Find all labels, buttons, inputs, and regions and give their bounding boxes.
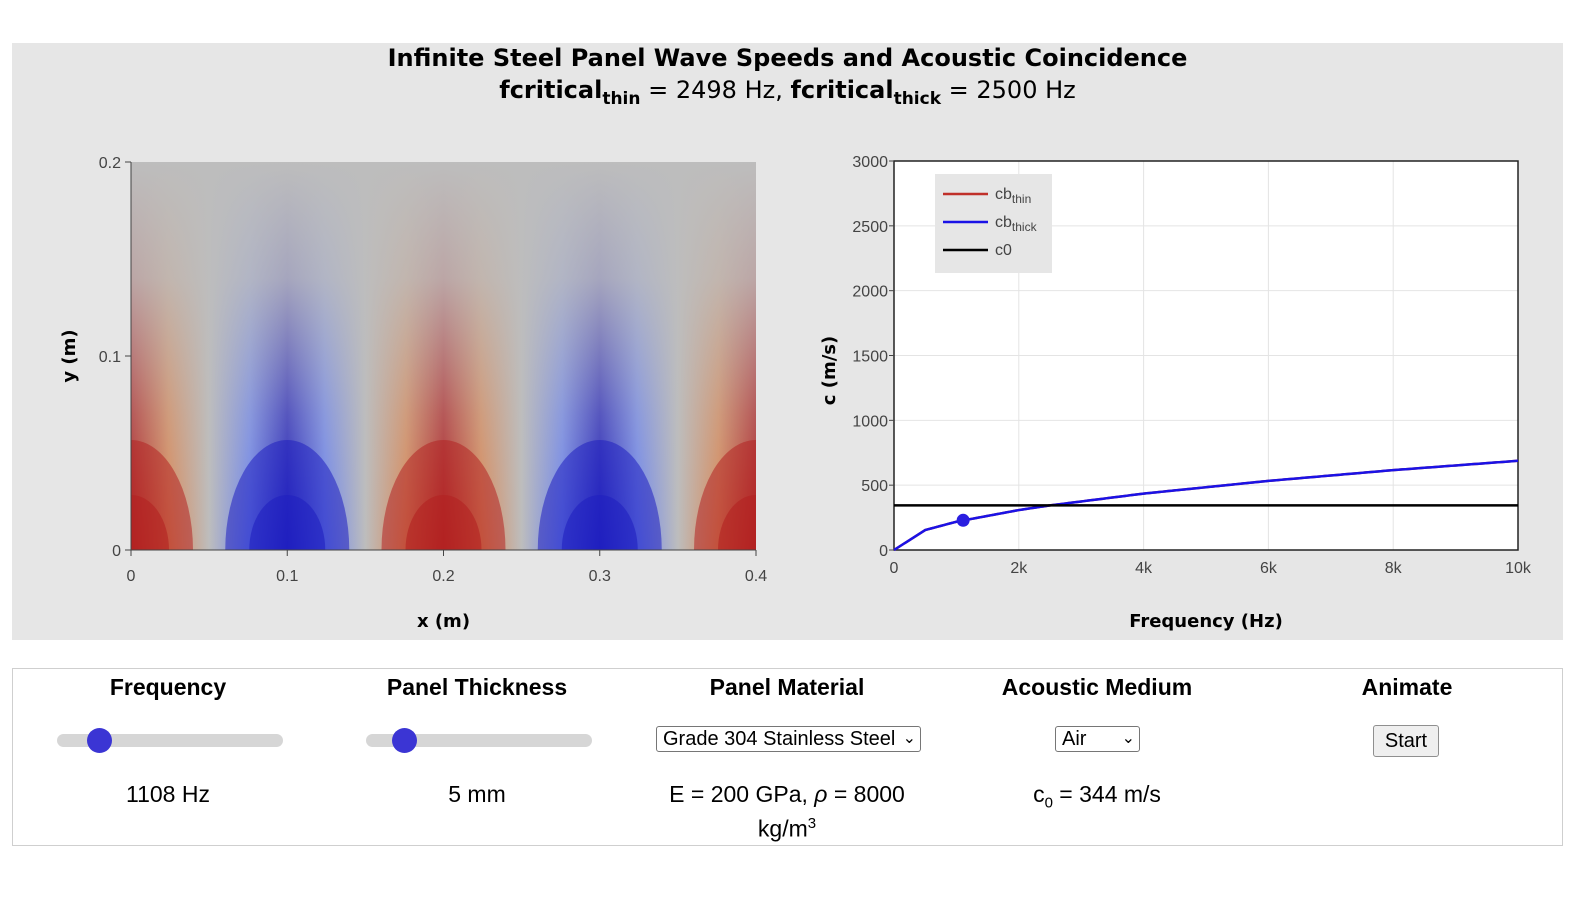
legend-background [935, 174, 1052, 273]
plot-title: Infinite Steel Panel Wave Speeds and Aco… [387, 44, 1188, 72]
controls-panel: Frequency 1108 Hz Panel Thickness 5 mm P… [12, 668, 1563, 846]
line-y-tick-label: 1500 [852, 349, 888, 366]
heatmap-x-tick-label: 0.1 [276, 568, 298, 585]
line-x-tick-label: 2k [1010, 560, 1028, 577]
heatmap-x-tick-label: 0.3 [589, 568, 611, 585]
material-density: = 8000 [827, 781, 905, 807]
thickness-value: 5 mm [448, 781, 506, 807]
frequency-control: Frequency 1108 Hz [13, 669, 323, 845]
legend-label: cbthin [995, 186, 1031, 206]
thickness-control: Panel Thickness 5 mm [322, 669, 632, 845]
fcritical-thin-label: fcritical [499, 76, 603, 104]
rho-symbol: ρ [814, 781, 828, 807]
medium-label: Acoustic Medium [1001, 674, 1193, 700]
material-select-value: Grade 304 Stainless Steel [663, 728, 896, 750]
animate-control: Animate [1252, 669, 1562, 845]
animate-label: Animate [1361, 674, 1453, 700]
density-unit-exponent: 3 [807, 815, 817, 832]
medium-select[interactable]: Air ⌄ [1055, 726, 1140, 752]
thickness-label: Panel Thickness [386, 674, 568, 700]
material-label: Panel Material [709, 674, 865, 700]
heatmap-lobe-core [561, 495, 638, 550]
sound-speed-value: c0 = 344 m/s [942, 780, 1252, 818]
thickness-slider[interactable] [366, 728, 592, 753]
heatmap-y-tick-label: 0.2 [99, 155, 121, 172]
frequency-slider-thumb[interactable] [87, 728, 113, 753]
heatmap-x-axis-title: x (m) [417, 611, 470, 632]
material-control: Panel Material Grade 304 Stainless Steel… [632, 669, 942, 845]
fcritical-thin-value: = 2498 Hz, [640, 76, 791, 104]
frequency-marker-point [956, 513, 970, 527]
line-y-tick-label: 500 [861, 478, 888, 495]
heatmap-lobe-core [405, 495, 482, 550]
line-y-tick-label: 2000 [852, 284, 888, 301]
heatmap-x-tick-label: 0.4 [745, 568, 767, 585]
frequency-value: 1108 Hz [126, 781, 210, 807]
heatmap-x-tick-label: 0.2 [432, 568, 454, 585]
line-x-tick-label: 10k [1505, 560, 1532, 577]
heatmap-lobe-core [718, 495, 756, 550]
heatmap-lobe-core [131, 495, 169, 550]
material-properties: E = 200 GPa, ρ = 8000 kg/m3 [632, 780, 942, 844]
fcritical-thick-sub: thick [893, 88, 942, 109]
heatmap-y-tick-label: 0 [112, 543, 121, 560]
line-x-tick-label: 4k [1135, 560, 1153, 577]
heatmap-y-axis-title: y (m) [59, 329, 80, 382]
line-y-tick-label: 0 [879, 543, 888, 560]
fcritical-thick-value: = 2500 Hz [941, 76, 1076, 104]
line-y-tick-label: 2500 [852, 219, 888, 236]
chevron-down-icon: ⌄ [902, 730, 916, 747]
line-y-axis-title: c (m/s) [819, 336, 840, 405]
thickness-slider-thumb[interactable] [392, 728, 418, 753]
line-x-tick-label: 6k [1260, 560, 1278, 577]
line-x-tick-label: 0 [890, 560, 899, 577]
chevron-down-icon: ⌄ [1121, 730, 1135, 747]
heatmap-axes: 0 0.1 0.2 0.3 0.4 0 0.1 0.2 x (m) y (m) [59, 155, 767, 632]
legend-label: cbthick [995, 214, 1038, 234]
c0-value: = 344 m/s [1052, 781, 1161, 807]
charts-svg[interactable]: 0 2k 4k 6k 8k 10k 0 500 1000 1500 2000 2500 3000 Freq… [12, 43, 1563, 640]
fcritical-thin-sub: thin [602, 88, 641, 109]
medium-select-value: Air [1062, 728, 1087, 750]
plot-subtitle: fcriticalthin = 2498 Hz, fcriticalthick … [12, 76, 1563, 109]
line-chart: 0 2k 4k 6k 8k 10k 0 500 1000 1500 2000 2500 3000 Freq… [819, 154, 1532, 632]
fcritical-thick-label: fcritical [790, 76, 894, 104]
heatmap-x-tick-label: 0 [127, 568, 136, 585]
line-y-tick-label: 3000 [852, 154, 888, 171]
material-modulus: E = 200 GPa, [669, 781, 815, 807]
c0-symbol: c [1033, 781, 1045, 807]
heatmap-y-tick-label: 0.1 [99, 349, 121, 366]
line-legend: cbthin cbthick c0 [935, 174, 1052, 273]
frequency-label: Frequency [109, 674, 227, 700]
line-y-tick-label: 1000 [852, 413, 888, 430]
start-button[interactable]: Start [1373, 725, 1439, 757]
material-select[interactable]: Grade 304 Stainless Steel ⌄ [656, 726, 921, 752]
line-x-tick-label: 8k [1385, 560, 1403, 577]
line-series-cb-thick [893, 459, 1519, 552]
density-unit: kg/m [757, 815, 808, 842]
plot-panel: Infinite Steel Panel Wave Speeds and Aco… [12, 43, 1563, 640]
c0-subscript: 0 [1044, 794, 1053, 812]
medium-control: Acoustic Medium Air ⌄ c0 = 344 m/s [942, 669, 1252, 845]
heatmap-chart [131, 162, 756, 550]
heatmap-lobe-core [249, 495, 326, 550]
line-x-axis-title: Frequency (Hz) [1129, 611, 1283, 632]
frequency-slider[interactable] [57, 728, 283, 753]
legend-label: c0 [995, 242, 1012, 259]
